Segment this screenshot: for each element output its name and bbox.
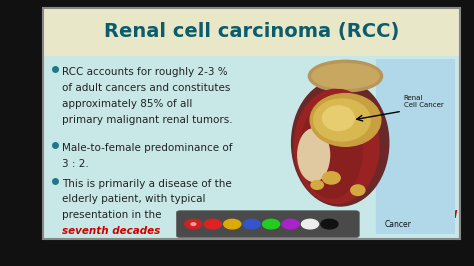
- Text: approximately 85% of all: approximately 85% of all: [62, 99, 192, 109]
- Text: RCC accounts for roughly 2-3 %: RCC accounts for roughly 2-3 %: [62, 67, 227, 77]
- Circle shape: [301, 219, 319, 229]
- Bar: [43, 8, 460, 239]
- Circle shape: [263, 219, 280, 229]
- Text: of life.: of life.: [318, 226, 354, 236]
- Text: presentation in the: presentation in the: [62, 210, 164, 221]
- Circle shape: [185, 219, 202, 229]
- Circle shape: [204, 219, 221, 229]
- Text: Male-to-female predominance of: Male-to-female predominance of: [62, 143, 232, 153]
- Text: elderly patient, with typical: elderly patient, with typical: [62, 194, 205, 205]
- Text: sixth and: sixth and: [403, 210, 457, 221]
- Text: This is primarily a disease of the: This is primarily a disease of the: [62, 178, 231, 189]
- Text: seventh decades: seventh decades: [62, 226, 160, 236]
- Bar: [43, 8, 460, 56]
- Text: primary malignant renal tumors.: primary malignant renal tumors.: [62, 115, 232, 125]
- Text: 3 : 2.: 3 : 2.: [62, 159, 88, 169]
- Circle shape: [191, 223, 196, 226]
- Circle shape: [224, 219, 241, 229]
- Text: of adult cancers and constitutes: of adult cancers and constitutes: [62, 83, 230, 93]
- Bar: [43, 56, 460, 239]
- FancyBboxPatch shape: [176, 211, 359, 238]
- Circle shape: [243, 219, 260, 229]
- Circle shape: [321, 219, 338, 229]
- Text: Renal cell carcinoma (RCC): Renal cell carcinoma (RCC): [103, 22, 399, 41]
- Circle shape: [282, 219, 299, 229]
